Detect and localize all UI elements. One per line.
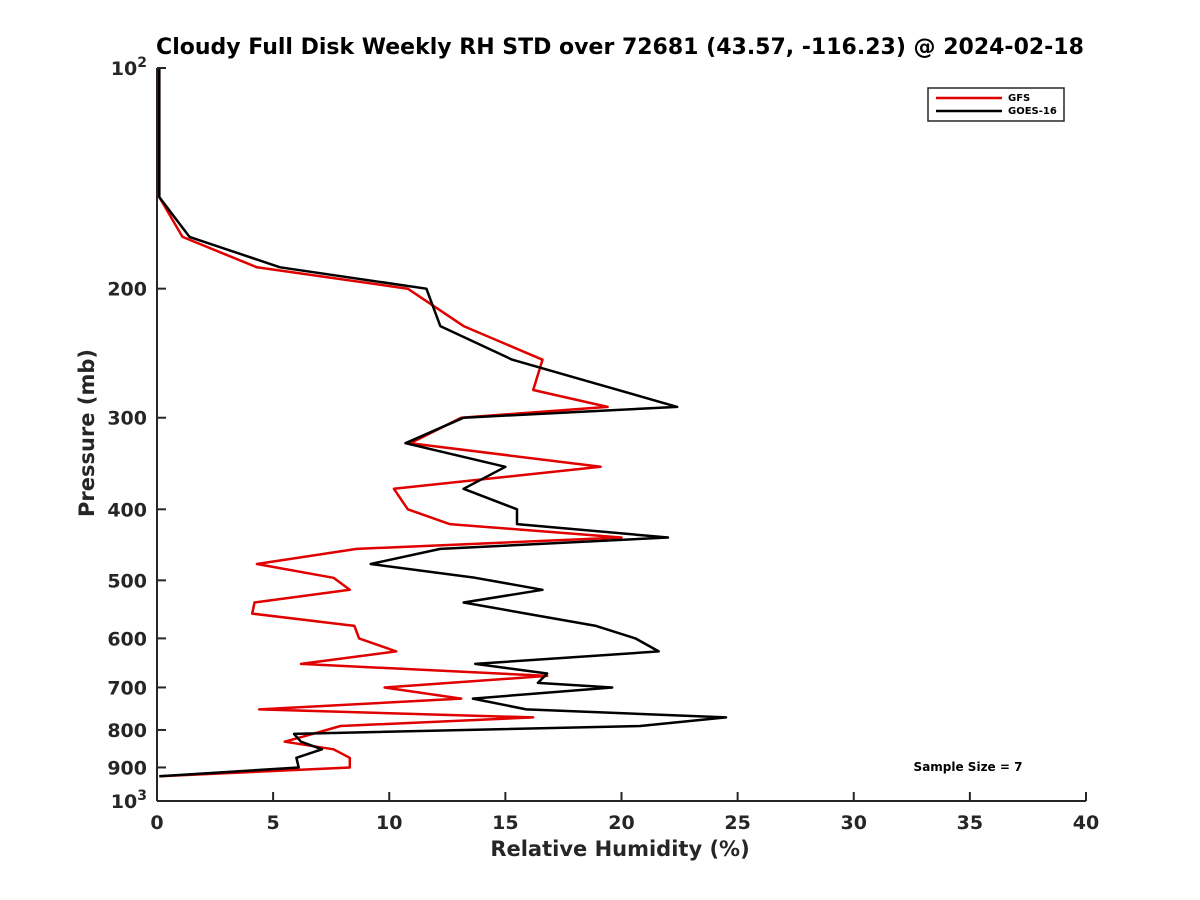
x-tick-label: 35 <box>957 812 983 834</box>
y-tick-label: 800 <box>107 720 147 742</box>
y-tick-label-base: 10 <box>111 791 137 813</box>
x-tick-label: 20 <box>608 812 634 834</box>
y-tick-label: 200 <box>107 279 147 301</box>
x-axis-ticks: 0 5 10 15 20 25 30 35 40 <box>150 792 1099 834</box>
series-line-goes-16 <box>158 68 728 778</box>
chart-title: Cloudy Full Disk Weekly RH STD over 7268… <box>156 35 1084 60</box>
y-tick-label: 700 <box>107 677 147 699</box>
legend-label-gfs: GFS <box>1008 93 1030 104</box>
x-tick-label: 0 <box>150 812 163 834</box>
x-tick-label: 15 <box>492 812 518 834</box>
y-tick-label: 400 <box>107 499 147 521</box>
x-tick-label: 40 <box>1073 812 1099 834</box>
x-axis-label: Relative Humidity (%) <box>490 837 749 861</box>
legend-label-goes16: GOES-16 <box>1008 106 1057 117</box>
y-tick-label: 900 <box>107 757 147 779</box>
y-tick-label-exponent: 3 <box>137 788 147 804</box>
y-tick-label: 600 <box>107 628 147 650</box>
x-tick-label: 5 <box>267 812 280 834</box>
sample-size-annotation: Sample Size = 7 <box>914 760 1023 774</box>
y-axis-label: Pressure (mb) <box>75 349 99 517</box>
y-tick-label-base: 10 <box>111 58 137 80</box>
series-layer <box>158 68 728 778</box>
x-tick-label: 25 <box>724 812 750 834</box>
x-tick-label: 30 <box>841 812 867 834</box>
series-line-gfs <box>158 68 623 778</box>
y-tick-label: 300 <box>107 408 147 430</box>
legend: GFS GOES-16 <box>927 87 1065 122</box>
y-tick-label-exponent: 2 <box>137 55 147 71</box>
y-tick-label: 500 <box>107 570 147 592</box>
y-tick-label: 103 <box>111 788 147 813</box>
x-tick-label: 10 <box>376 812 402 834</box>
legend-box <box>927 87 1065 122</box>
plot-area: 0 5 10 15 20 25 30 35 40 10220030040050060070080… <box>107 55 1099 834</box>
y-tick-label: 102 <box>111 55 147 80</box>
